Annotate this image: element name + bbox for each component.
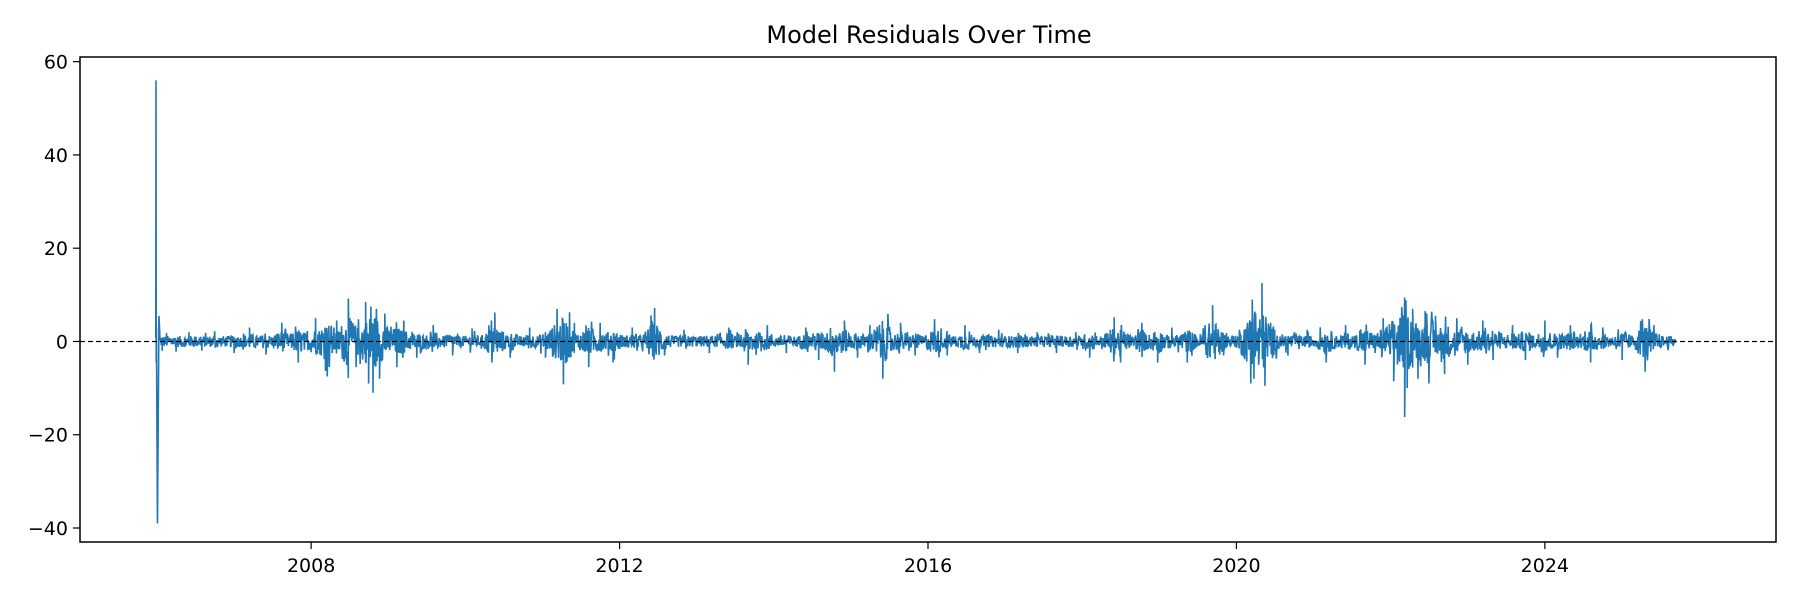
x-tick-label: 2016	[904, 555, 952, 577]
y-tick-label: −40	[28, 518, 68, 540]
y-tick-label: −20	[28, 425, 68, 447]
y-tick-label: 60	[44, 52, 68, 74]
y-tick-label: 0	[56, 331, 68, 353]
x-tick-label: 2012	[595, 555, 643, 577]
y-axis: −40 −20 0 20 40 60	[28, 52, 80, 540]
y-tick-label: 20	[44, 238, 68, 260]
series-layer	[154, 80, 1677, 524]
series-line-residuals	[154, 80, 1677, 524]
x-tick-label: 2008	[287, 555, 335, 577]
chart-title: Model Residuals Over Time	[766, 21, 1091, 49]
plot-frame	[79, 56, 1777, 543]
y-tick-label: 40	[44, 145, 68, 167]
x-axis: 2008 2012 2016 2020 2024	[287, 542, 1569, 577]
x-tick-label: 2020	[1212, 555, 1260, 577]
x-tick-label: 2024	[1521, 555, 1569, 577]
